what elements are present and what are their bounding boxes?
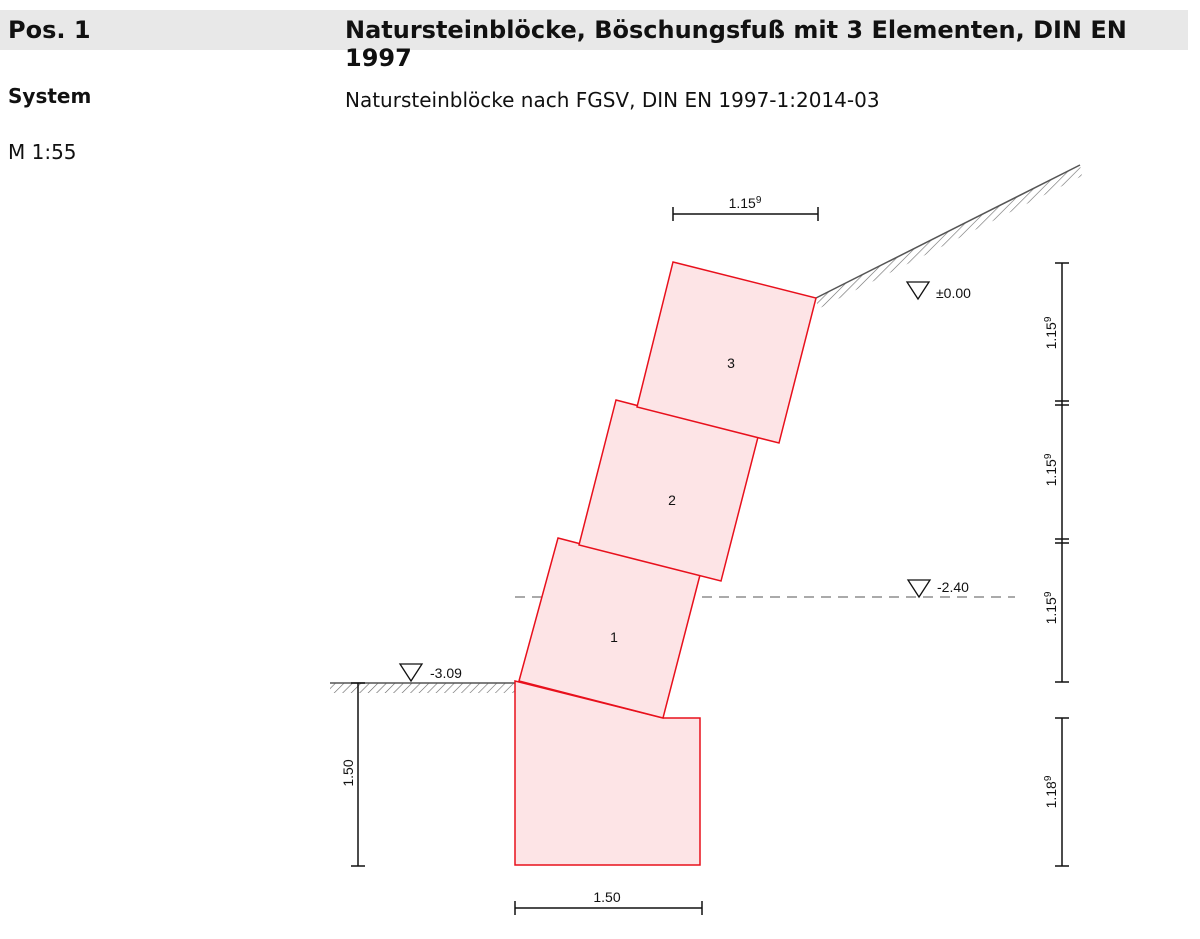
- level-label: -2.40: [937, 579, 969, 595]
- dimension: 1.50: [514, 889, 703, 915]
- title: Natursteinblöcke, Böschungsfuß mit 3 Ele…: [345, 16, 1127, 72]
- header-bar: [0, 10, 1188, 50]
- level-label: -3.09: [430, 665, 462, 681]
- dimension: 1.50: [340, 682, 365, 867]
- level-marker: [906, 579, 932, 599]
- dimension: 1.159 1.159 1.159 1.189: [1043, 262, 1069, 867]
- dimension-label: 1.159: [1043, 453, 1059, 486]
- slope-line: [815, 164, 1081, 299]
- block-label: 1: [610, 629, 618, 645]
- foundation: [514, 680, 701, 866]
- scale: M 1:55: [8, 140, 77, 164]
- section-label: System: [8, 84, 92, 108]
- dimension-label: 1.159: [1043, 316, 1059, 349]
- slope-hatch: [816, 165, 1082, 309]
- block: [636, 261, 817, 444]
- dimension-label: 1.189: [1043, 775, 1059, 808]
- block-label: 2: [668, 492, 676, 508]
- position: Pos. 1: [8, 16, 91, 44]
- level-marker: [398, 663, 424, 683]
- level-marker: [905, 281, 931, 301]
- level-label: ±0.00: [936, 285, 971, 301]
- dimension-label: 1.50: [340, 759, 356, 786]
- dimension-label: 1.159: [1043, 591, 1059, 624]
- ground-hatch: [330, 683, 515, 693]
- block-label: 3: [727, 355, 735, 371]
- dimension-label: 1.50: [593, 889, 620, 905]
- section-description: Natursteinblöcke nach FGSV, DIN EN 1997-…: [345, 88, 880, 112]
- dimension: 1.159: [672, 195, 819, 221]
- dimension-label: 1.159: [729, 195, 762, 211]
